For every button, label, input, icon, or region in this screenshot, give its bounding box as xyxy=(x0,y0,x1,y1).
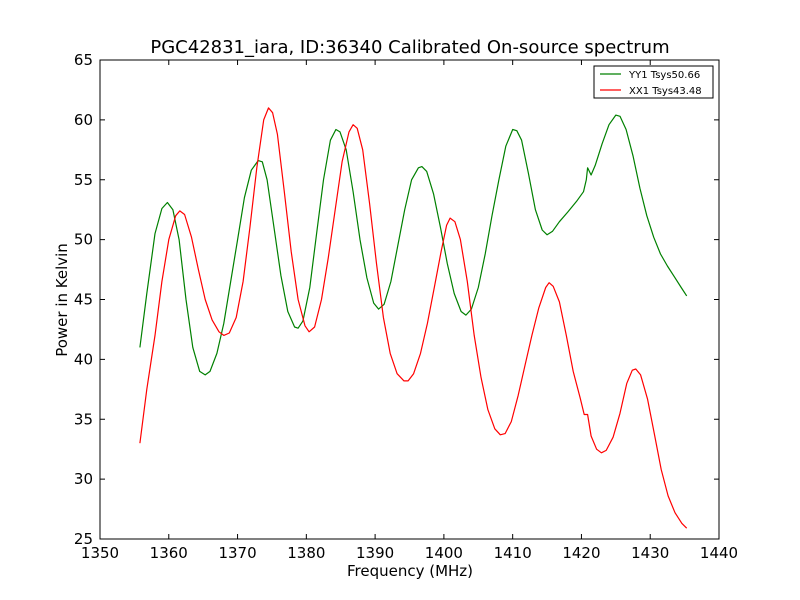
x-axis-ticks: 1350 1360 1370 1380 1390 1400 1410 1420 1430 1440 xyxy=(81,60,738,562)
y-tick-label: 45 xyxy=(74,291,93,309)
y-axis-ticks: 25 30 35 40 45 50 55 60 65 xyxy=(74,51,719,548)
x-tick-label: 1410 xyxy=(494,544,532,562)
y-tick-label: 30 xyxy=(74,470,93,488)
x-tick-label: 1430 xyxy=(631,544,669,562)
y-tick-label: 60 xyxy=(74,111,93,129)
x-tick-label: 1380 xyxy=(287,544,325,562)
series-layer xyxy=(139,107,688,529)
legend: YY1 Tsys50.66 XX1 Tsys43.48 xyxy=(593,65,714,99)
y-tick-label: 40 xyxy=(74,350,93,368)
y-tick-label: 25 xyxy=(74,530,93,548)
x-tick-label: 1370 xyxy=(218,544,256,562)
x-tick-label: 1360 xyxy=(150,544,188,562)
chart-title: PGC42831_iara, ID:36340 Calibrated On-so… xyxy=(150,37,669,58)
legend-box xyxy=(593,65,714,99)
x-tick-label: 1400 xyxy=(425,544,463,562)
y-tick-label: 65 xyxy=(74,51,93,69)
x-tick-label: 1350 xyxy=(81,544,119,562)
x-tick-label: 1420 xyxy=(562,544,600,562)
x-axis-label: Frequency (MHz) xyxy=(347,562,473,580)
x-tick-label: 1390 xyxy=(356,544,394,562)
y-axis-label: Power in Kelvin xyxy=(53,243,71,357)
y-tick-label: 35 xyxy=(74,410,93,428)
y-tick-label: 55 xyxy=(74,171,93,189)
y-tick-label: 50 xyxy=(74,231,93,249)
legend-label: XX1 Tsys43.48 xyxy=(629,86,702,97)
series-line-yy1 xyxy=(139,114,688,376)
series-line-xx1 xyxy=(139,107,688,529)
legend-label: YY1 Tsys50.66 xyxy=(628,70,700,81)
x-tick-label: 1440 xyxy=(700,544,738,562)
